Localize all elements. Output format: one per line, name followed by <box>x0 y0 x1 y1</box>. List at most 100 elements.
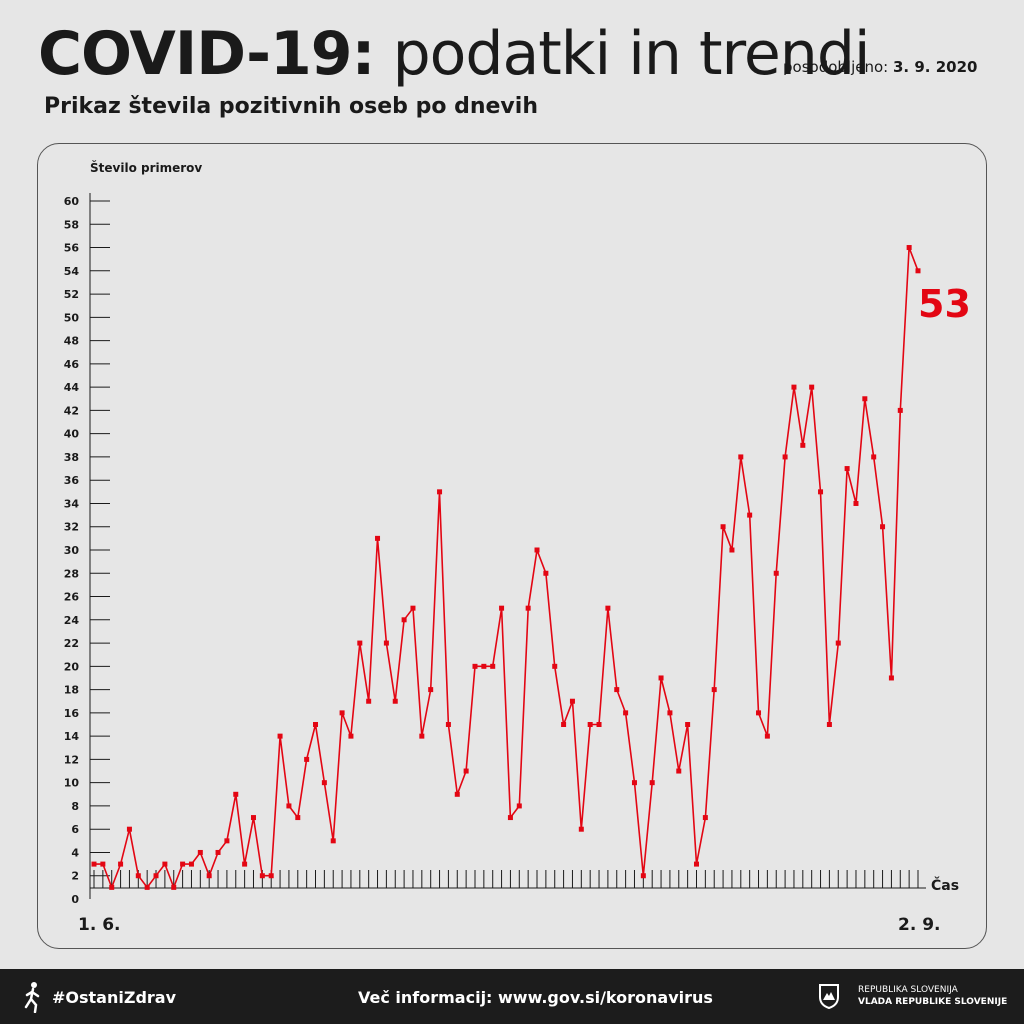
y-axis-label: Število primerov <box>90 160 202 175</box>
data-point <box>206 873 212 879</box>
series-line <box>94 246 919 889</box>
y-tick-label: 28 <box>64 567 79 580</box>
y-tick-label: 48 <box>64 335 79 348</box>
data-point <box>100 861 106 867</box>
data-point <box>809 384 815 390</box>
chart-subtitle: Prikaz števila pozitivnih oseb po dnevih <box>44 94 538 119</box>
y-tick-label: 26 <box>64 591 80 604</box>
data-point <box>862 396 868 402</box>
data-point <box>552 663 558 669</box>
updated-info: posodobljeno: 3. 9. 2020 <box>783 58 977 76</box>
data-point <box>764 733 770 739</box>
data-point <box>738 454 744 460</box>
data-point <box>915 268 921 274</box>
data-point <box>693 861 699 867</box>
data-point <box>871 454 877 460</box>
data-point <box>587 722 593 727</box>
data-point <box>720 524 726 530</box>
data-point <box>357 640 363 646</box>
data-point <box>818 489 824 495</box>
data-point <box>782 454 788 460</box>
data-point <box>224 838 230 844</box>
data-point <box>516 803 522 809</box>
data-point <box>499 605 505 611</box>
data-point <box>507 815 513 821</box>
data-point <box>383 640 389 646</box>
data-point <box>685 722 691 727</box>
x-end-label: 2. 9. <box>898 915 941 935</box>
data-point <box>791 384 797 390</box>
data-point <box>729 547 735 553</box>
title-bold: COVID-19: <box>38 19 375 89</box>
data-point <box>295 815 301 821</box>
data-point <box>631 780 637 786</box>
data-point <box>118 861 124 867</box>
data-point <box>375 535 381 541</box>
data-point <box>623 710 629 716</box>
data-point <box>268 873 274 879</box>
data-point <box>676 768 682 774</box>
y-tick-label: 46 <box>64 358 80 371</box>
y-tick-label: 0 <box>71 893 79 906</box>
data-point <box>880 524 886 530</box>
data-point <box>561 722 567 727</box>
data-point <box>596 722 602 727</box>
data-point <box>800 442 806 448</box>
data-point <box>233 791 239 797</box>
page-title: COVID-19: podatki in trendi <box>38 18 871 90</box>
y-tick-label: 2 <box>71 870 79 883</box>
hashtag-link[interactable]: #OstaniZdrav <box>52 988 177 1007</box>
last-value-label: 53 <box>918 282 971 326</box>
data-point <box>906 245 912 251</box>
data-point <box>853 500 859 506</box>
data-point <box>215 849 221 855</box>
data-point <box>826 722 832 727</box>
x-start-label: 1. 6. <box>78 915 121 935</box>
y-tick-label: 12 <box>64 753 79 766</box>
data-point <box>366 698 372 704</box>
y-tick-label: 6 <box>71 823 79 836</box>
government-label: REPUBLIKA SLOVENIJA VLADA REPUBLIKE SLOV… <box>858 984 1007 1008</box>
data-point <box>711 687 717 693</box>
data-point <box>330 838 336 844</box>
data-point <box>888 675 894 681</box>
y-tick-label: 18 <box>64 684 79 697</box>
data-point <box>242 861 248 867</box>
data-point <box>171 884 177 890</box>
data-point <box>428 687 434 693</box>
y-tick-label: 16 <box>64 707 80 720</box>
more-info-link[interactable]: Več informacij: www.gov.si/koronavirus <box>358 988 713 1007</box>
data-point <box>472 663 478 669</box>
y-tick-label: 4 <box>71 846 79 859</box>
data-point <box>649 780 655 786</box>
data-point <box>188 861 194 867</box>
data-point <box>180 861 186 867</box>
y-tick-label: 56 <box>64 242 80 255</box>
gov-line-2: VLADA REPUBLIKE SLOVENIJE <box>858 997 1008 1007</box>
data-point <box>445 722 451 727</box>
y-tick-label: 38 <box>64 451 79 464</box>
data-point <box>702 815 708 821</box>
data-point <box>401 617 407 623</box>
y-tick-label: 14 <box>64 730 80 743</box>
y-tick-label: 24 <box>64 614 80 627</box>
data-point <box>534 547 540 553</box>
data-point <box>543 570 549 576</box>
y-tick-label: 40 <box>64 428 80 441</box>
updated-label: posodobljeno: <box>783 58 889 76</box>
y-tick-label: 52 <box>64 288 79 301</box>
data-point <box>162 861 168 867</box>
y-tick-label: 42 <box>64 404 79 417</box>
data-point <box>144 884 150 890</box>
updated-date: 3. 9. 2020 <box>893 58 978 76</box>
data-point <box>844 466 850 472</box>
y-tick-label: 10 <box>64 777 80 790</box>
data-point <box>419 733 425 739</box>
data-point <box>773 570 779 576</box>
data-point <box>410 605 416 611</box>
data-point <box>313 722 319 727</box>
y-tick-label: 36 <box>64 474 80 487</box>
data-point <box>525 605 531 611</box>
data-point <box>835 640 841 646</box>
data-point <box>667 710 673 716</box>
